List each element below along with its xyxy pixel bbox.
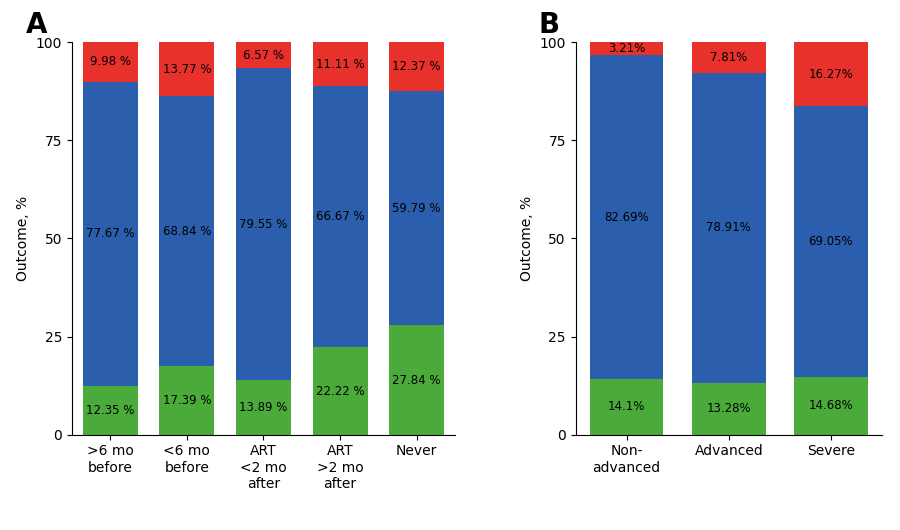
Text: 59.79 %: 59.79 % [392,201,441,215]
Text: 17.39 %: 17.39 % [163,394,212,407]
Text: 22.22 %: 22.22 % [316,385,364,398]
Bar [236,42,291,68]
Y-axis label: Outcome, %: Outcome, % [520,196,534,281]
Bar [389,42,445,91]
Y-axis label: Outcome, %: Outcome, % [16,196,31,281]
Bar [83,42,138,82]
Text: 13.77 %: 13.77 % [163,63,212,76]
Text: 13.28%: 13.28% [706,402,752,415]
Text: 79.55 %: 79.55 % [239,218,288,231]
Bar [692,42,766,73]
Bar [83,386,138,435]
Bar [692,73,766,383]
Text: B: B [539,11,560,39]
Text: 14.68%: 14.68% [808,399,853,412]
Text: 12.35 %: 12.35 % [86,404,134,417]
Text: 77.67 %: 77.67 % [86,227,135,240]
Bar [312,86,368,348]
Bar [312,348,368,435]
Text: 68.84 %: 68.84 % [163,225,212,238]
Bar [159,366,214,435]
Text: 6.57 %: 6.57 % [243,49,284,61]
Bar [590,55,663,379]
Bar [794,377,868,435]
Text: 14.1%: 14.1% [608,401,645,413]
Text: 66.67 %: 66.67 % [316,210,364,223]
Text: 27.84 %: 27.84 % [392,374,441,386]
Bar [389,325,445,435]
Bar [312,42,368,86]
Bar [389,91,445,325]
Bar [590,379,663,435]
Text: 12.37 %: 12.37 % [392,60,441,73]
Bar [159,96,214,366]
Text: 13.89 %: 13.89 % [239,401,288,414]
Bar [236,68,291,380]
Text: 7.81%: 7.81% [710,51,747,64]
Text: 9.98 %: 9.98 % [90,56,130,68]
Bar [83,82,138,386]
Text: 82.69%: 82.69% [604,210,649,224]
Bar [159,42,214,96]
Text: 78.91%: 78.91% [706,221,752,234]
Text: 69.05%: 69.05% [808,235,853,248]
Bar [794,42,868,106]
Bar [794,106,868,377]
Text: 11.11 %: 11.11 % [316,58,364,70]
Bar [692,383,766,435]
Bar [236,380,291,435]
Text: 16.27%: 16.27% [808,68,853,81]
Text: 3.21%: 3.21% [608,42,645,55]
Bar [590,42,663,55]
Text: A: A [26,11,48,39]
